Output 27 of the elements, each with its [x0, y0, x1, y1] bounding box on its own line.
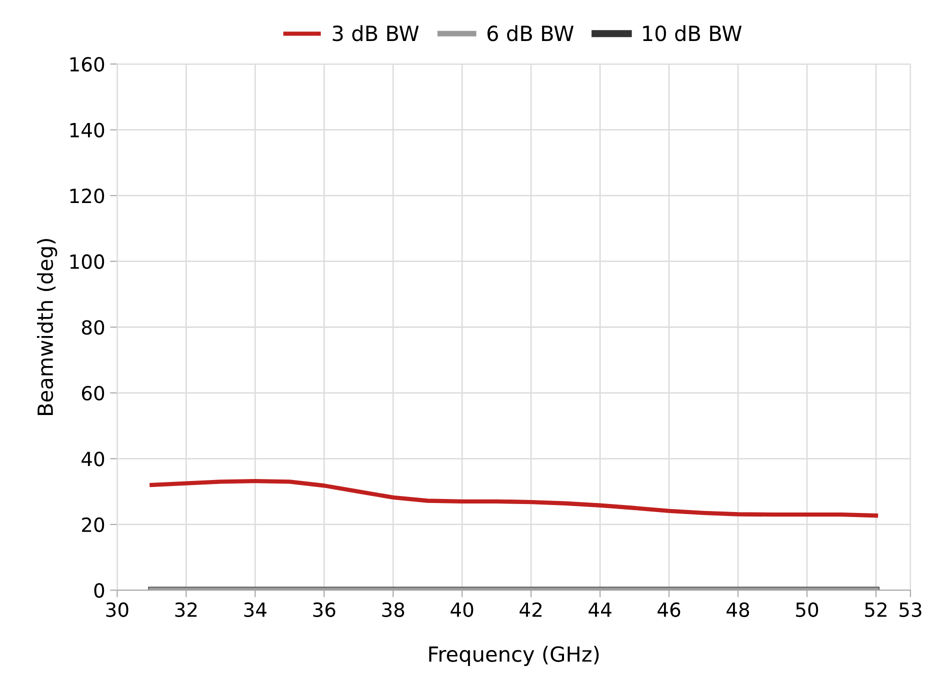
y-tick-label: 100: [70, 254, 104, 270]
legend-label: 6 dB BW: [487, 25, 574, 42]
x-tick-label: 38: [382, 602, 404, 618]
x-tick-label: 40: [450, 602, 474, 618]
legend-label: 10 dB BW: [643, 25, 742, 42]
y-tick-label: 0: [94, 583, 104, 598]
x-tick-label: 34: [244, 602, 266, 618]
x-tick-label: 42: [520, 602, 542, 617]
x-tick-label: 44: [588, 602, 612, 617]
y-axis-title: Beamwidth (deg): [36, 239, 58, 415]
legend-label: 3 dB BW: [332, 25, 419, 42]
x-tick-label: 48: [726, 602, 750, 618]
y-tick-label: 20: [82, 517, 104, 532]
x-tick-label: 50: [796, 602, 818, 618]
x-tick-label: 32: [175, 602, 197, 618]
x-tick-label: 53: [900, 602, 922, 618]
y-tick-label: 140: [70, 122, 104, 138]
x-tick-label: 36: [313, 602, 336, 618]
x-axis-title: Frequency (GHz): [429, 646, 599, 666]
y-tick-label: 160: [70, 56, 104, 72]
x-tick-label: 30: [106, 602, 128, 618]
y-tick-label: 120: [70, 188, 104, 204]
y-tick-label: 80: [82, 320, 104, 335]
y-tick-label: 40: [82, 452, 104, 466]
x-tick-label: 46: [658, 602, 680, 618]
y-tick-label: 60: [82, 386, 104, 401]
x-tick-label: 52: [865, 602, 886, 618]
